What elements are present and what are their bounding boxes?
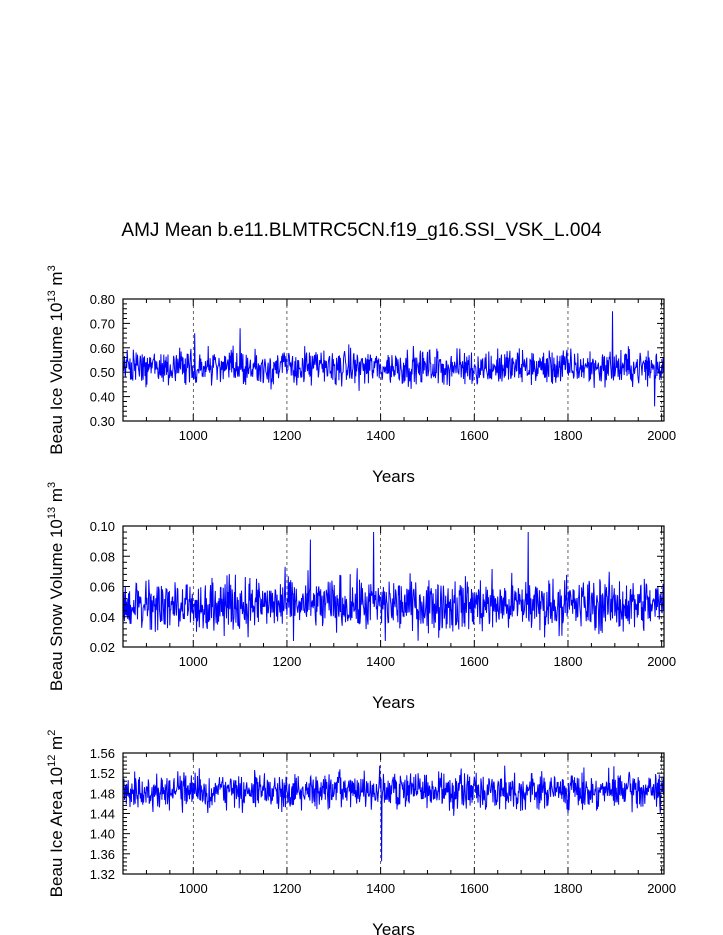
y-tick-label: 0.30 bbox=[90, 414, 115, 429]
y-tick-label: 0.50 bbox=[90, 365, 115, 380]
y-tick-label: 0.70 bbox=[90, 316, 115, 331]
y-axis-label-text: m bbox=[47, 271, 66, 290]
y-axis-label-superscript: 13 bbox=[46, 290, 58, 302]
y-axis-label-text: m bbox=[47, 488, 66, 507]
y-tick-label: 0.08 bbox=[90, 549, 115, 564]
x-tick-label: 1600 bbox=[460, 428, 489, 443]
x-tick-label: 1000 bbox=[179, 881, 208, 896]
x-tick-label: 1800 bbox=[554, 428, 583, 443]
x-tick-label: 1200 bbox=[272, 654, 301, 669]
x-axis-label: Years bbox=[372, 467, 415, 486]
x-tick-label: 1000 bbox=[179, 654, 208, 669]
plot-frame bbox=[122, 752, 665, 875]
x-axis-label: Years bbox=[372, 693, 415, 712]
x-tick-label: 1600 bbox=[460, 881, 489, 896]
y-axis-label-superscript: 13 bbox=[46, 507, 58, 519]
x-tick-label: 2000 bbox=[647, 654, 676, 669]
x-tick-label: 1400 bbox=[366, 654, 395, 669]
y-tick-label: 1.52 bbox=[90, 766, 115, 781]
y-axis-label-text: m bbox=[47, 736, 66, 755]
y-axis-label: Beau Ice Area 1012 m2 bbox=[46, 730, 66, 898]
x-tick-label: 1400 bbox=[366, 881, 395, 896]
plot-frame bbox=[122, 298, 665, 422]
x-axis-label: Years bbox=[372, 920, 415, 935]
y-tick-label: 0.04 bbox=[90, 610, 115, 625]
data-series-line bbox=[122, 765, 665, 862]
y-tick-label: 1.40 bbox=[90, 827, 115, 842]
x-tick-label: 1800 bbox=[554, 881, 583, 896]
y-axis-label-superscript: 2 bbox=[46, 730, 58, 736]
y-tick-label: 0.06 bbox=[90, 580, 115, 595]
y-tick-label: 0.02 bbox=[90, 640, 115, 655]
y-axis-label: Beau Ice Volume 1013 m3 bbox=[46, 265, 66, 454]
y-axis-label-superscript: 12 bbox=[46, 755, 58, 767]
data-series-line bbox=[122, 311, 665, 407]
y-tick-label: 1.44 bbox=[90, 807, 115, 822]
y-tick-label: 1.48 bbox=[90, 786, 115, 801]
x-tick-label: 1200 bbox=[272, 428, 301, 443]
x-tick-label: 1800 bbox=[554, 654, 583, 669]
y-tick-label: 1.36 bbox=[90, 847, 115, 862]
data-series-line bbox=[122, 531, 665, 642]
x-tick-label: 1600 bbox=[460, 654, 489, 669]
y-tick-label: 0.10 bbox=[90, 519, 115, 534]
x-tick-label: 1400 bbox=[366, 428, 395, 443]
chart-title: AMJ Mean b.e11.BLMTRC5CN.f19_g16.SSI_VSK… bbox=[121, 220, 602, 241]
y-axis-label: Beau Snow Volume 1013 m3 bbox=[46, 482, 66, 691]
y-axis-label-superscript: 3 bbox=[46, 482, 58, 488]
y-tick-label: 0.40 bbox=[90, 390, 115, 405]
y-tick-label: 0.80 bbox=[90, 292, 115, 307]
y-tick-label: 1.32 bbox=[90, 867, 115, 882]
y-tick-label: 1.56 bbox=[90, 746, 115, 761]
y-axis-label-text: Beau Snow Volume 10 bbox=[47, 519, 66, 691]
y-tick-label: 0.60 bbox=[90, 341, 115, 356]
x-tick-label: 1200 bbox=[272, 881, 301, 896]
y-axis-label-superscript: 3 bbox=[46, 265, 58, 271]
x-tick-label: 1000 bbox=[179, 428, 208, 443]
x-tick-label: 2000 bbox=[647, 428, 676, 443]
x-tick-label: 2000 bbox=[647, 881, 676, 896]
y-axis-label-text: Beau Ice Area 10 bbox=[47, 767, 66, 897]
y-axis-label-text: Beau Ice Volume 10 bbox=[47, 303, 66, 455]
